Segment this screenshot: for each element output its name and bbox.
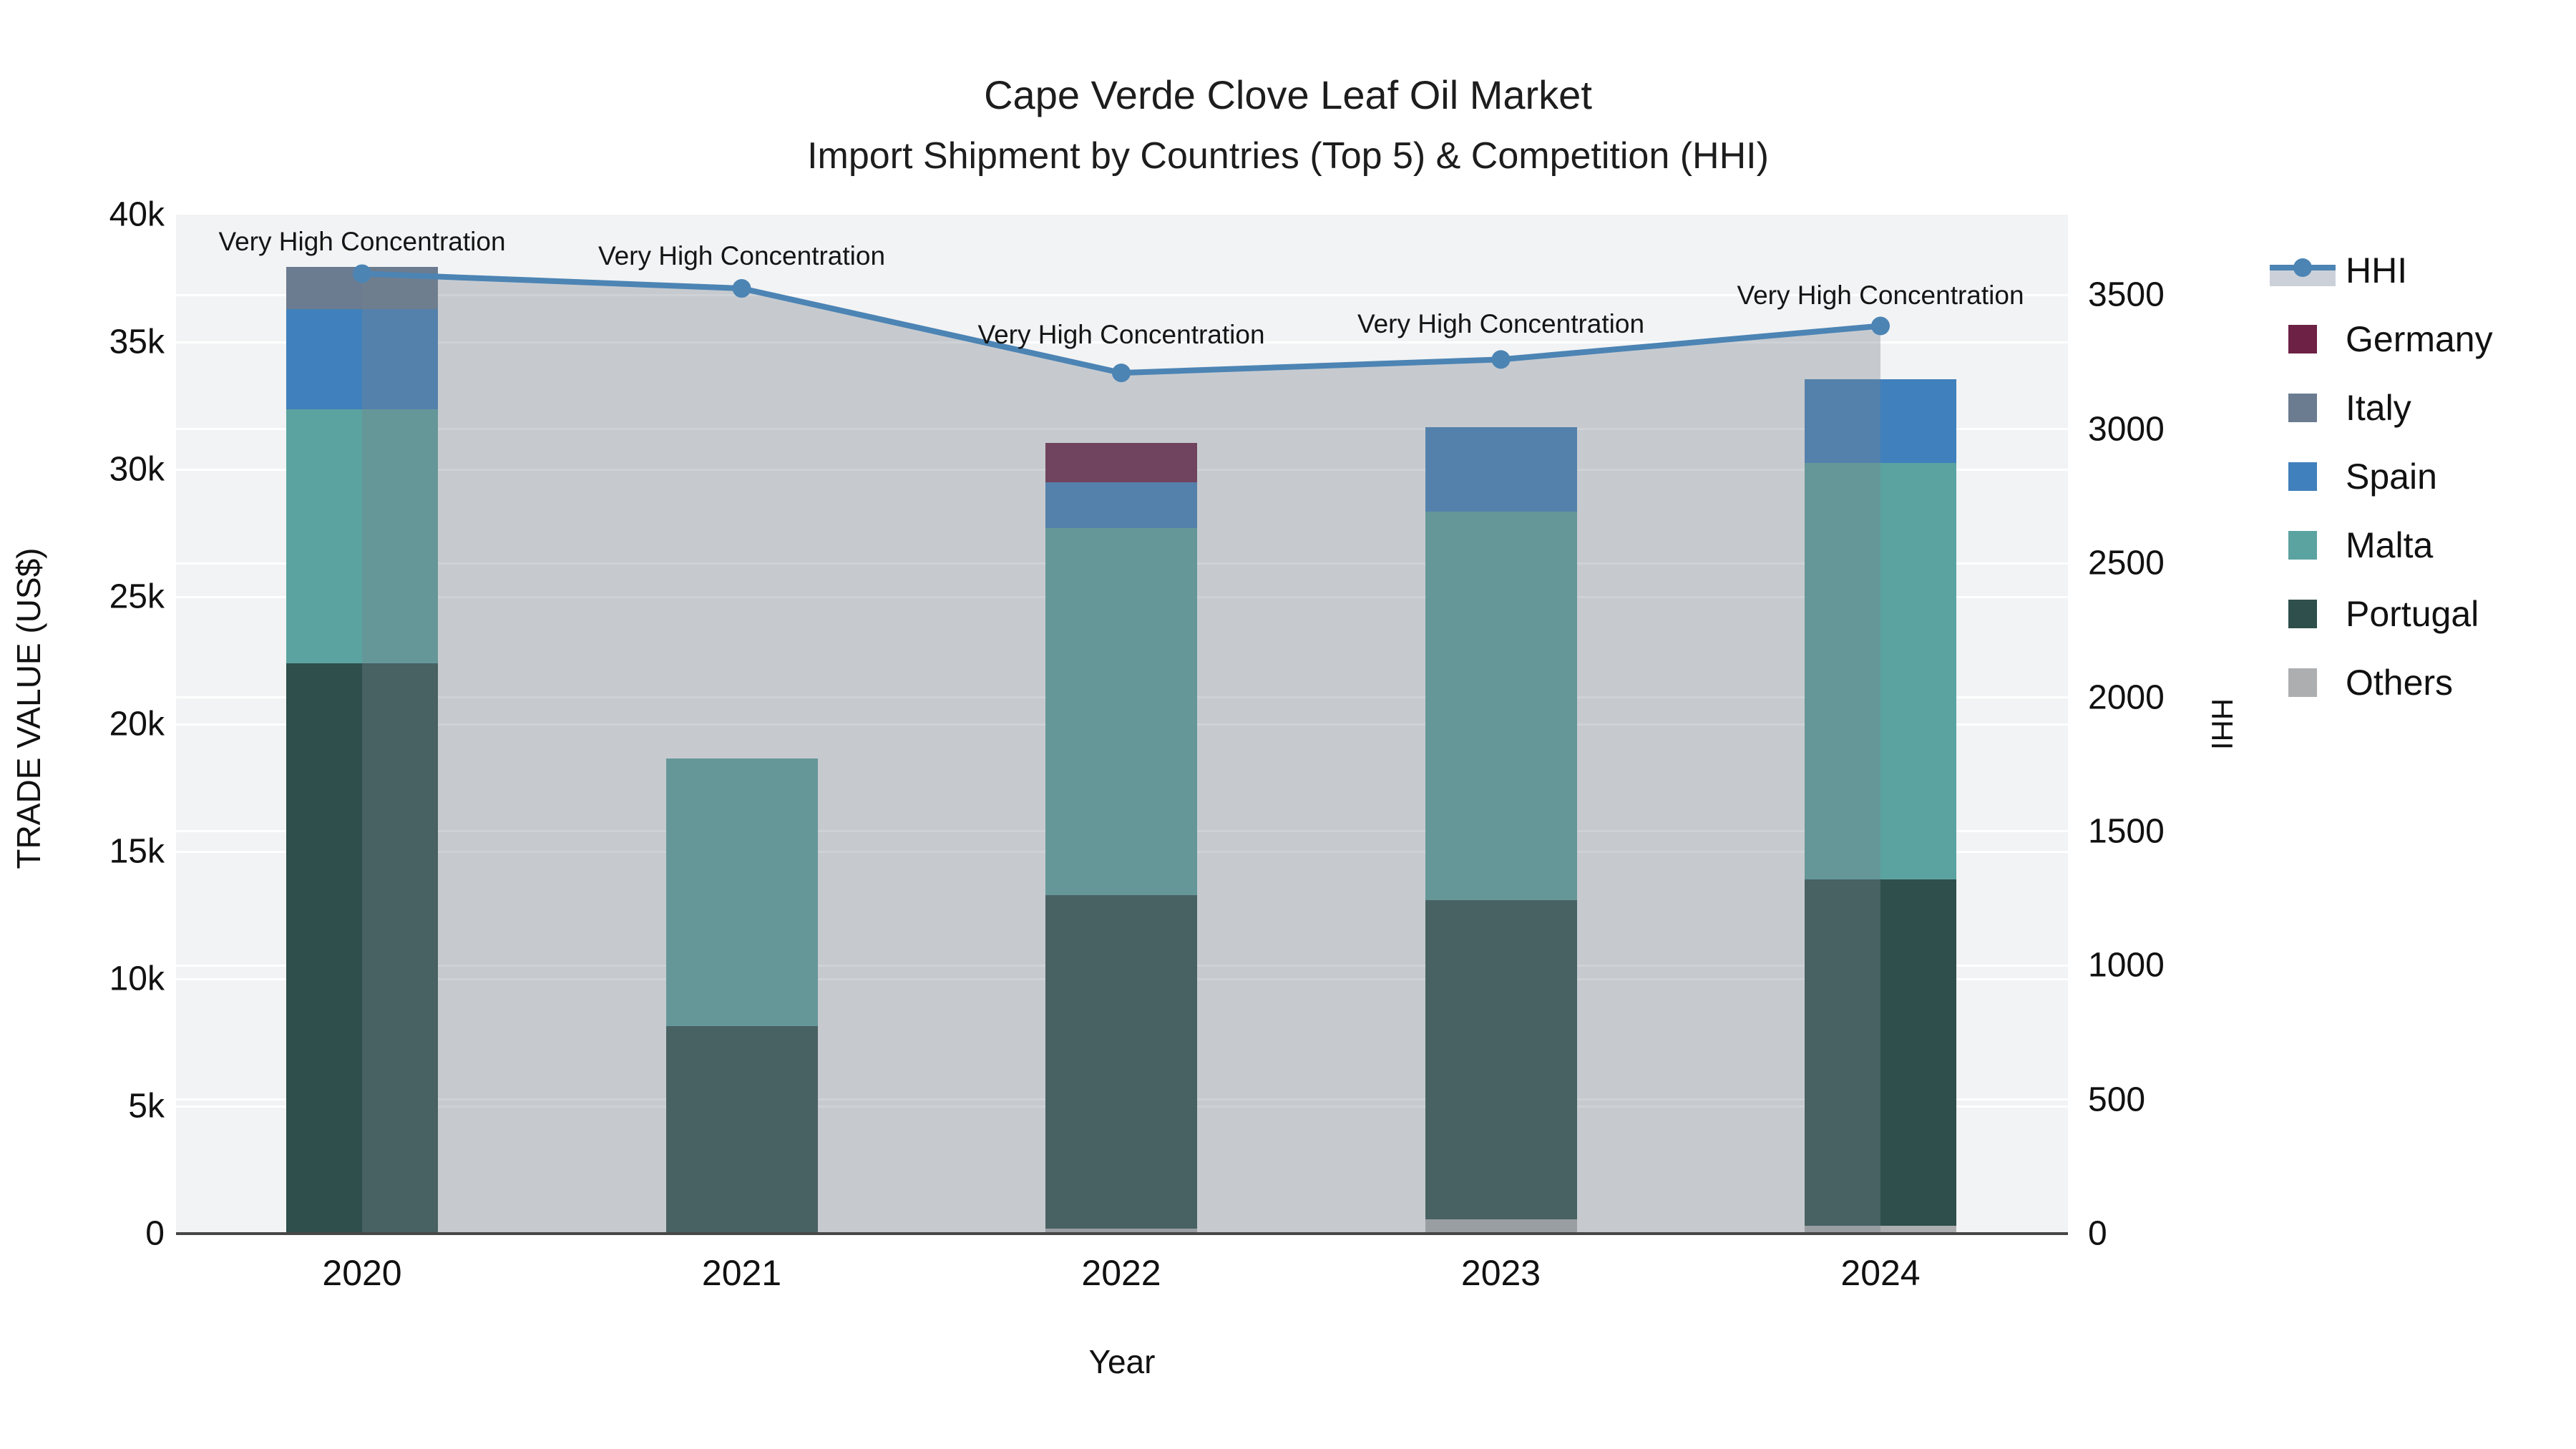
hhi-marker-2024[interactable]	[1871, 316, 1890, 336]
left-axis-title: TRADE VALUE (US$)	[10, 547, 47, 869]
bar-segment-malta-2023[interactable]	[1425, 511, 1577, 900]
bar-segment-spain-2020[interactable]	[286, 308, 438, 410]
gridline	[176, 293, 2068, 296]
legend-label: Others	[2346, 663, 2454, 703]
right-axis-title: HHI	[2205, 698, 2239, 751]
legend-label: Malta	[2346, 525, 2434, 565]
bar-segment-portugal-2023[interactable]	[1425, 899, 1577, 1220]
hhi-line-icon	[2270, 255, 2336, 286]
hhi-area-fill	[362, 273, 1880, 1234]
legend-item-germany[interactable]: Germany	[2254, 305, 2493, 374]
portugal-swatch-icon	[2288, 600, 2317, 628]
bar-segment-portugal-2022[interactable]	[1045, 894, 1197, 1229]
germany-swatch-icon	[2288, 325, 2317, 353]
legend-label: HHI	[2346, 250, 2408, 291]
legend-item-others[interactable]: Others	[2254, 648, 2493, 717]
left-tick-35k: 35k	[109, 323, 165, 361]
right-tick-1000: 1000	[2088, 946, 2165, 985]
legend-item-malta[interactable]: Malta	[2254, 511, 2493, 580]
annotation-2023: Very High Concentration	[1357, 309, 1645, 338]
x-tick-2020: 2020	[322, 1253, 402, 1293]
gridline	[176, 428, 2068, 431]
spain-swatch-icon	[2288, 462, 2317, 491]
left-tick-15k: 15k	[109, 832, 165, 871]
annotation-2022: Very High Concentration	[977, 320, 1265, 349]
legend-item-italy[interactable]: Italy	[2254, 374, 2493, 442]
legend-label: Portugal	[2346, 594, 2479, 634]
bar-segment-others-2024[interactable]	[1805, 1226, 1956, 1234]
right-tick-3000: 3000	[2088, 410, 2165, 449]
annotation-2020: Very High Concentration	[218, 227, 506, 256]
hhi-marker-2020[interactable]	[353, 264, 371, 283]
bar-segment-spain-2023[interactable]	[1425, 427, 1577, 512]
right-tick-1500: 1500	[2088, 812, 2165, 851]
chart-title-line2: Import Shipment by Countries (Top 5) & C…	[807, 135, 1769, 177]
bar-segment-malta-2024[interactable]	[1805, 463, 1956, 880]
legend-item-portugal[interactable]: Portugal	[2254, 580, 2493, 648]
bar-segment-others-2022[interactable]	[1045, 1228, 1197, 1234]
legend-label: Germany	[2346, 319, 2493, 359]
left-tick-30k: 30k	[109, 450, 165, 489]
legend-item-spain[interactable]: Spain	[2254, 442, 2493, 511]
right-tick-3500: 3500	[2088, 275, 2165, 314]
legend-label: Spain	[2346, 457, 2437, 497]
malta-swatch-icon	[2288, 531, 2317, 560]
legend: HHI Germany Italy Spain Malta Portugal O…	[2254, 236, 2493, 717]
x-tick-2022: 2022	[1081, 1253, 1161, 1293]
left-tick-5k: 5k	[128, 1087, 165, 1126]
hhi-marker-2021[interactable]	[732, 279, 751, 298]
hhi-marker-2023[interactable]	[1491, 350, 1511, 369]
bar-segment-spain-2024[interactable]	[1805, 379, 1956, 464]
italy-swatch-icon	[2288, 394, 2317, 422]
right-tick-2500: 2500	[2088, 544, 2165, 582]
right-tick-0: 0	[2088, 1214, 2107, 1253]
gridline	[176, 341, 2068, 343]
bar-segment-malta-2021[interactable]	[665, 758, 818, 1026]
left-tick-10k: 10k	[109, 960, 165, 998]
annotation-2024: Very High Concentration	[1737, 280, 2024, 310]
x-tick-2021: 2021	[701, 1253, 782, 1293]
others-swatch-icon	[2288, 668, 2317, 697]
hhi-marker-2022[interactable]	[1112, 364, 1131, 383]
x-axis-title: Year	[1088, 1343, 1156, 1380]
left-tick-40k: 40k	[109, 195, 165, 234]
x-axis-line	[176, 1232, 2068, 1235]
bar-segment-portugal-2024[interactable]	[1805, 879, 1956, 1226]
bar-segment-portugal-2021[interactable]	[665, 1025, 818, 1234]
left-tick-20k: 20k	[109, 705, 165, 743]
bar-segment-malta-2020[interactable]	[286, 409, 438, 663]
left-tick-25k: 25k	[109, 577, 165, 616]
bar-segment-spain-2022[interactable]	[1045, 482, 1197, 528]
legend-label: Italy	[2346, 388, 2411, 428]
annotation-2021: Very High Concentration	[597, 241, 886, 270]
bar-segment-portugal-2020[interactable]	[286, 663, 438, 1234]
x-tick-2023: 2023	[1460, 1253, 1541, 1293]
left-tick-0: 0	[145, 1214, 165, 1253]
legend-item-hhi[interactable]: HHI	[2254, 236, 2493, 305]
bar-segment-malta-2022[interactable]	[1045, 527, 1197, 895]
x-tick-2024: 2024	[1840, 1253, 1921, 1293]
bar-segment-germany-2022[interactable]	[1045, 442, 1197, 482]
chart-title-line1: Cape Verde Clove Leaf Oil Market	[984, 72, 1592, 117]
bar-segment-others-2023[interactable]	[1425, 1219, 1577, 1234]
right-tick-2000: 2000	[2088, 678, 2165, 717]
right-tick-500: 500	[2088, 1080, 2146, 1119]
